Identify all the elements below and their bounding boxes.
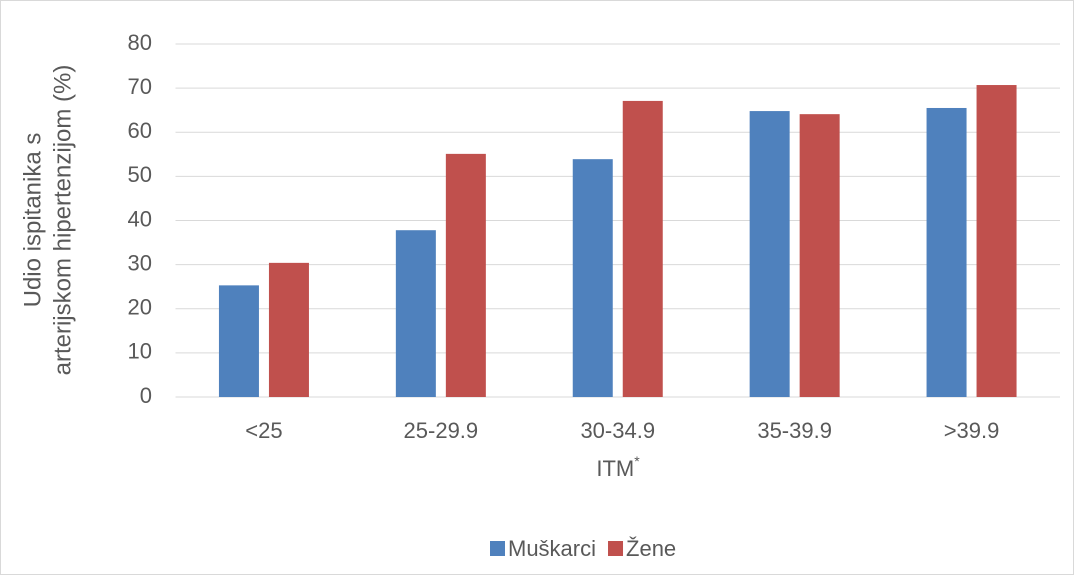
- y-tick-label: 0: [140, 383, 152, 408]
- y-axis-title: Udio ispitanika s arterijskom hipertenzi…: [19, 65, 76, 376]
- x-tick-label: 35-39.9: [757, 418, 832, 443]
- bar: [395, 230, 436, 397]
- bar: [445, 153, 486, 397]
- y-axis-title-line: arterijskom hipertenzijom (%): [49, 65, 76, 376]
- bar: [976, 85, 1017, 397]
- bar: [268, 262, 309, 397]
- y-tick-label: 40: [128, 206, 152, 231]
- bar: [622, 100, 663, 397]
- x-axis-title-text: ITM: [596, 456, 634, 481]
- bar: [218, 285, 259, 397]
- x-tick-label: >39.9: [944, 418, 1000, 443]
- y-tick-label: 60: [128, 118, 152, 143]
- x-tick-label: 25-29.9: [404, 418, 479, 443]
- y-tick-label: 20: [128, 295, 152, 320]
- y-tick-label: 70: [128, 74, 152, 99]
- y-tick-label: 10: [128, 339, 152, 364]
- x-axis-title: ITM*: [596, 453, 640, 481]
- x-tick-label: <25: [245, 418, 282, 443]
- y-tick-label: 80: [128, 30, 152, 55]
- legend-swatch: [608, 541, 624, 556]
- x-tick-label: 30-34.9: [580, 418, 655, 443]
- x-axis-title-footnote: *: [634, 453, 640, 469]
- bar: [572, 159, 613, 397]
- bar: [926, 107, 967, 397]
- y-tick-label: 30: [128, 250, 152, 275]
- legend-label: Žene: [626, 536, 676, 561]
- bar: [799, 114, 840, 397]
- y-axis-title-line: Udio ispitanika s: [19, 133, 46, 308]
- y-tick-label: 50: [128, 162, 152, 187]
- bar: [749, 111, 790, 397]
- legend-label: Muškarci: [508, 536, 596, 561]
- legend-swatch: [490, 541, 505, 556]
